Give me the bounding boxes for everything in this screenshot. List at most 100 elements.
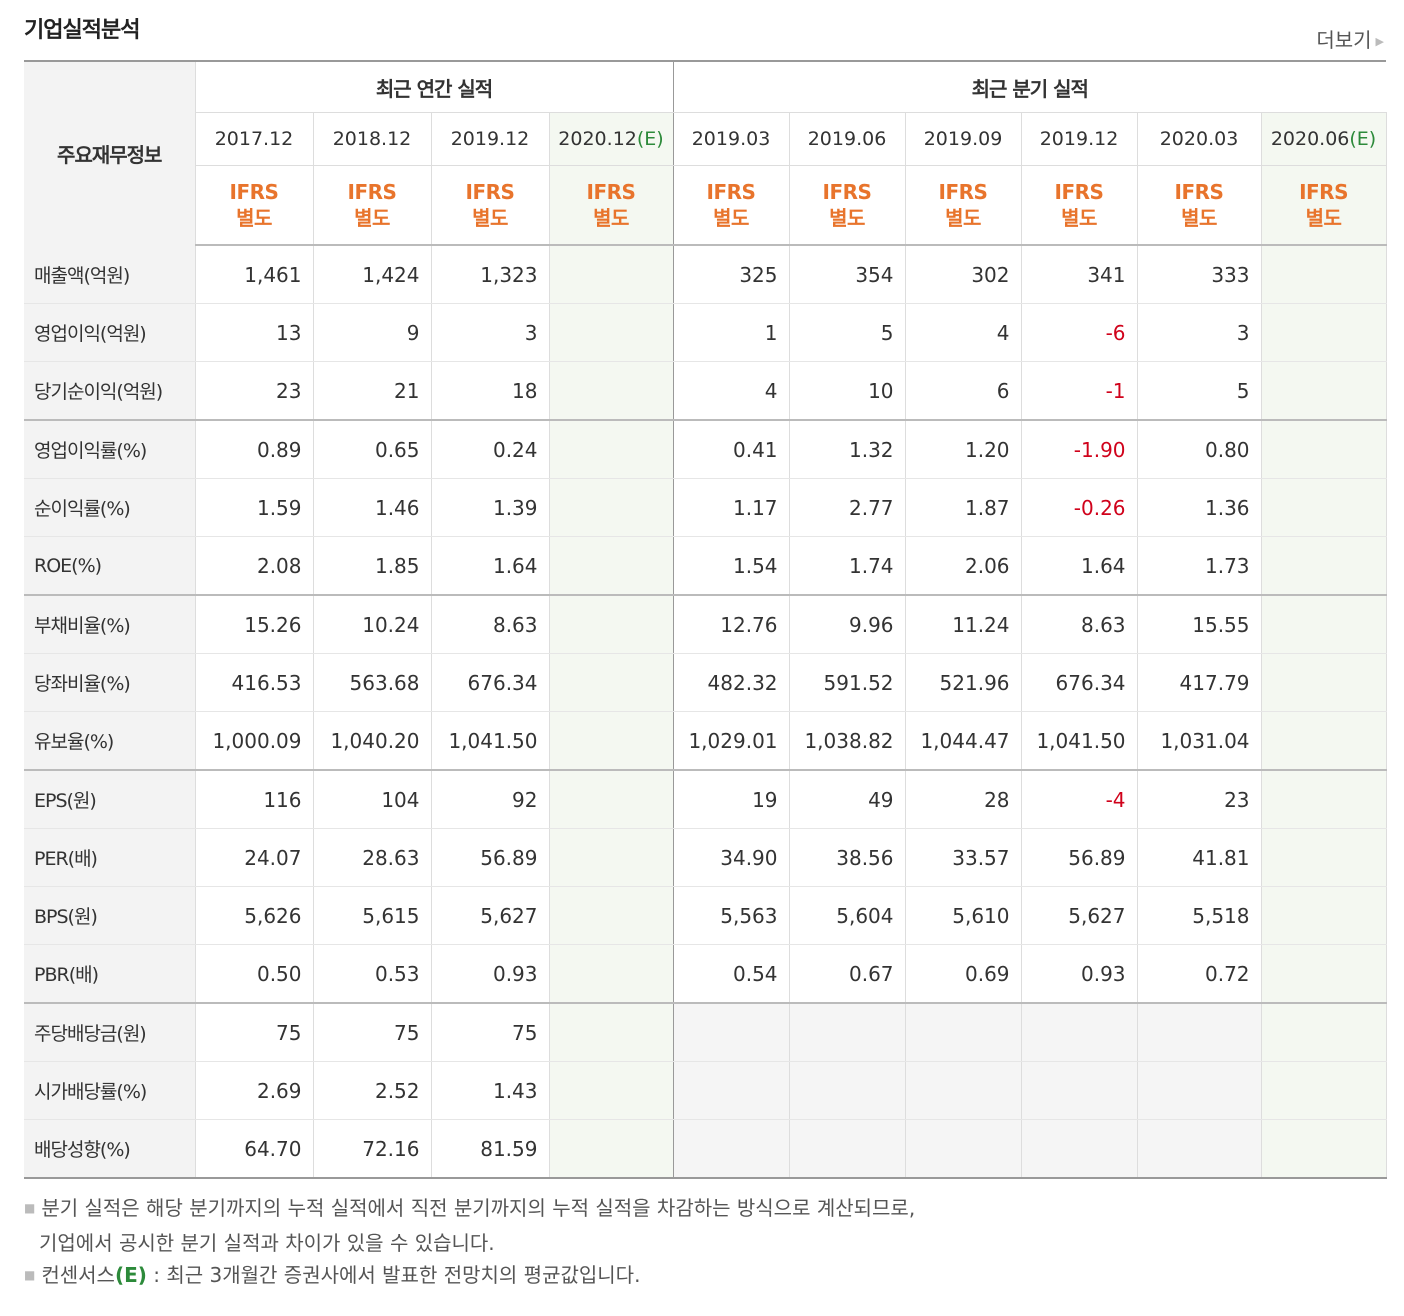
table-cell: 1: [673, 303, 790, 362]
table-cell: 302: [905, 245, 1022, 304]
table-cell: 1.59: [195, 478, 314, 537]
table-cell: 5,518: [1137, 886, 1262, 945]
table-cell: 0.69: [905, 944, 1022, 1004]
table-cell: [1261, 595, 1387, 654]
table-cell: 2.08: [195, 536, 314, 596]
table-cell: 75: [431, 1003, 550, 1062]
table-row: 영업이익률(%) 0.89 0.65 0.24 0.41 1.32 1.20 -1.90 0.8…: [24, 420, 1387, 479]
table-cell: 1,044.47: [905, 711, 1022, 771]
table-cell: [549, 361, 674, 421]
ifrs-label: IFRS: [229, 180, 279, 204]
table-cell: [549, 420, 674, 479]
more-label: 더보기: [1316, 28, 1372, 52]
row-label: EPS(원): [24, 770, 196, 829]
table-cell: 1.54: [673, 536, 790, 596]
section-title: 기업실적분석: [24, 18, 140, 43]
table-cell: 41.81: [1137, 828, 1262, 887]
table-cell: 0.53: [313, 944, 432, 1004]
table-cell: 1,424: [313, 245, 432, 304]
table-cell: 1.32: [789, 420, 906, 479]
table-cell: 1.64: [431, 536, 550, 596]
accounting-standard: IFRS 별도: [789, 165, 906, 246]
table-cell: 416.53: [195, 653, 314, 712]
table-cell: 0.89: [195, 420, 314, 479]
table-cell: 591.52: [789, 653, 906, 712]
table-cell: 9: [313, 303, 432, 362]
row-label: 영업이익(억원): [24, 303, 196, 362]
period-label: 2020.06: [1270, 128, 1350, 150]
row-label: ROE(%): [24, 536, 196, 596]
table-cell: 23: [195, 361, 314, 421]
table-cell: 5,627: [431, 886, 550, 945]
table-cell: 1,041.50: [431, 711, 550, 771]
table-cell: 1.20: [905, 420, 1022, 479]
table-cell: 341: [1021, 245, 1138, 304]
table-cell: 3: [431, 303, 550, 362]
table-cell: 64.70: [195, 1119, 314, 1178]
table-cell: 81.59: [431, 1119, 550, 1178]
table-cell: 2.06: [905, 536, 1022, 596]
table-cell: 521.96: [905, 653, 1022, 712]
table-row: EPS(원) 116 104 92 19 49 28 -4 23: [24, 770, 1387, 829]
more-link[interactable]: 더보기 ▶: [1316, 24, 1384, 53]
table-cell: 676.34: [431, 653, 550, 712]
separate-label: 별도: [1061, 206, 1097, 230]
table-cell: 15.55: [1137, 595, 1262, 654]
period-header: 2020.06(E): [1261, 112, 1387, 166]
table-cell: 0.67: [789, 944, 906, 1004]
table-cell: 676.34: [1021, 653, 1138, 712]
table-cell: [1261, 245, 1387, 304]
footnote-consensus: ■ 컨센서스(E) : 최근 3개월간 증권사에서 발표한 전망치의 평균값입니다…: [24, 1259, 915, 1294]
table-cell: [1021, 1061, 1138, 1120]
table-cell: 0.93: [431, 944, 550, 1004]
table-cell: [1261, 886, 1387, 945]
separate-label: 별도: [354, 206, 390, 230]
period-label: 2019.06: [807, 128, 887, 150]
table-cell: 1,040.20: [313, 711, 432, 771]
row-label: 주당배당금(원): [24, 1003, 196, 1062]
table-cell: 15.26: [195, 595, 314, 654]
annual-group-header: 최근 연간 실적: [195, 61, 674, 113]
accounting-standard: IFRS 별도: [1021, 165, 1138, 246]
table-row: 당기순이익(억원) 23 21 18 4 10 6 -1 5: [24, 361, 1387, 421]
period-label: 2018.12: [332, 128, 412, 150]
table-cell: 1,323: [431, 245, 550, 304]
table-cell: 104: [313, 770, 432, 829]
table-cell: 1.36: [1137, 478, 1262, 537]
table-cell: [549, 245, 674, 304]
table-cell: 0.24: [431, 420, 550, 479]
table-cell: 34.90: [673, 828, 790, 887]
table-cell: -4: [1021, 770, 1138, 829]
table-cell: 333: [1137, 245, 1262, 304]
table-cell: 1.73: [1137, 536, 1262, 596]
table-cell: 0.41: [673, 420, 790, 479]
table-cell: 5,604: [789, 886, 906, 945]
table-cell: -6: [1021, 303, 1138, 362]
table-cell: 2.77: [789, 478, 906, 537]
table-row: 매출액(억원) 1,461 1,424 1,323 325 354 302 341 333: [24, 245, 1387, 304]
table-row: PBR(배) 0.50 0.53 0.93 0.54 0.67 0.69 0.93 0.72: [24, 944, 1387, 1004]
separate-label: 별도: [945, 206, 981, 230]
table-cell: 5,610: [905, 886, 1022, 945]
table-cell: 13: [195, 303, 314, 362]
table-cell: 56.89: [1021, 828, 1138, 887]
table-cell: [1261, 303, 1387, 362]
table-cell: 354: [789, 245, 906, 304]
accounting-standard: IFRS 별도: [195, 165, 314, 246]
table-row: 당좌비율(%) 416.53 563.68 676.34 482.32 591.52 521…: [24, 653, 1387, 712]
table-cell: 1.87: [905, 478, 1022, 537]
estimate-mark: (E): [114, 1263, 147, 1287]
table-cell: 21: [313, 361, 432, 421]
table-cell: [789, 1119, 906, 1178]
table-cell: 28.63: [313, 828, 432, 887]
table-cell: 0.80: [1137, 420, 1262, 479]
table-cell: 1.85: [313, 536, 432, 596]
row-label: 당좌비율(%): [24, 653, 196, 712]
table-cell: [905, 1119, 1022, 1178]
table-cell: 1.43: [431, 1061, 550, 1120]
table-cell: 6: [905, 361, 1022, 421]
table-cell: 1,041.50: [1021, 711, 1138, 771]
table-cell: -1: [1021, 361, 1138, 421]
table-cell: [1137, 1003, 1262, 1062]
row-label: BPS(원): [24, 886, 196, 945]
